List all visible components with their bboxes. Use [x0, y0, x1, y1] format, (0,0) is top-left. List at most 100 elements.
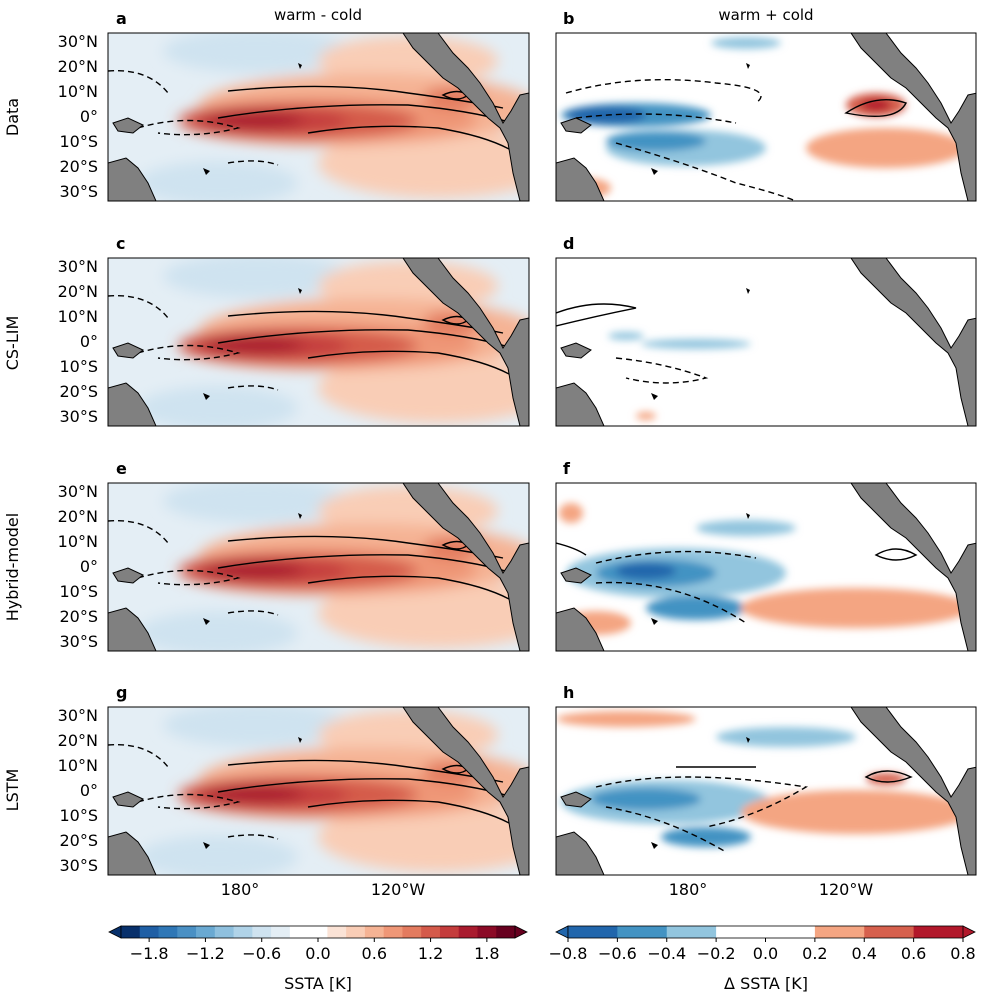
colorbar-left-tick-label: 0.0	[305, 944, 330, 963]
colorbar-right-label: Δ SSTA [K]	[724, 974, 808, 993]
lat-tick-label: 10°S	[59, 357, 98, 376]
row-label-lstm: LSTM	[3, 769, 22, 812]
colorbar-left-tick-label: −0.6	[242, 944, 281, 963]
lat-tick-label: 30°S	[59, 407, 98, 426]
lat-tick-label: 20°S	[59, 831, 98, 850]
colorbar-right-tick-label: −0.8	[549, 944, 588, 963]
row-label-hybrid-model: Hybrid-model	[3, 513, 22, 621]
lat-tick-label: 20°N	[58, 282, 98, 301]
panel-a	[107, 32, 530, 202]
lat-tick-label: 10°S	[59, 806, 98, 825]
colorbar-left-extend-high	[514, 925, 528, 939]
colorbar-left-swatch	[177, 926, 197, 938]
lat-tick-label: 0°	[80, 332, 98, 351]
panel-letter-c: c	[116, 234, 125, 253]
colorbar-left-tick-label: −1.2	[186, 944, 225, 963]
colorbar-left-swatch	[252, 926, 272, 938]
colorbar-left-swatch	[289, 926, 310, 938]
lat-tick-labels: 30°N 20°N 10°N 0° 10°S 20°S 30°S 30°N 20°N 10°N 0°…	[58, 32, 98, 875]
colorbar-right-tick-label: 0.4	[852, 944, 877, 963]
colorbar-left-swatch	[121, 926, 141, 938]
lat-tick-label: 10°N	[58, 307, 98, 326]
colorbar-left-swatch	[496, 926, 516, 938]
lat-tick-label: 30°N	[58, 32, 98, 51]
lon-tick-left-120w: 120°W	[371, 880, 426, 899]
lat-tick-label: 0°	[80, 557, 98, 576]
colorbar-right-tick-label: 0.8	[950, 944, 975, 963]
panel-letter-g: g	[116, 683, 127, 702]
panel-letter-f: f	[563, 459, 571, 478]
row-label-data: Data	[3, 98, 22, 136]
panel-d	[555, 257, 977, 427]
panel-h	[555, 706, 977, 876]
colorbar-right-tick-label: −0.6	[598, 944, 637, 963]
panel-g	[107, 706, 530, 876]
row-label-cs-lim: CS-LIM	[3, 316, 22, 371]
colorbar-left-swatch	[439, 926, 460, 938]
lat-tick-label: 30°S	[59, 182, 98, 201]
colorbar-left-swatch	[402, 926, 422, 938]
colorbar-right-tick-label: 0.0	[753, 944, 778, 963]
lon-tick-right-180: 180°	[669, 880, 708, 899]
lat-tick-label: 10°N	[58, 756, 98, 775]
colorbar-left-swatch	[458, 926, 478, 938]
colorbar-left-swatch	[421, 926, 441, 938]
colorbar-left-tick-label: −1.8	[130, 944, 169, 963]
lat-tick-label: 30°N	[58, 482, 98, 501]
lat-tick-label: 10°N	[58, 82, 98, 101]
lon-tick-left-180: 180°	[221, 880, 260, 899]
colorbar-left-swatch	[214, 926, 235, 938]
lat-tick-label: 30°N	[58, 706, 98, 725]
panel-letter-a: a	[116, 9, 127, 28]
column-title-left: warm - cold	[274, 6, 362, 24]
colorbar-left-swatch	[158, 926, 178, 938]
lon-tick-right-120w: 120°W	[819, 880, 874, 899]
colorbar-left-swatch	[327, 926, 347, 938]
colorbar-right-swatch	[716, 926, 766, 938]
panel-b	[555, 32, 977, 202]
colorbar-left-swatch	[364, 926, 385, 938]
colorbar-left-tick-label: 1.8	[474, 944, 499, 963]
colorbar-right-tick-label: 0.6	[901, 944, 926, 963]
colorbar-right-swatch	[617, 926, 668, 938]
colorbar-right-swatch	[666, 926, 717, 938]
lat-tick-label: 20°S	[59, 382, 98, 401]
colorbar-left-extend-low	[108, 925, 122, 939]
panel-letter-h: h	[563, 683, 574, 702]
colorbar-left-label: SSTA [K]	[284, 974, 352, 993]
colorbar-left-tick-label: 1.2	[418, 944, 443, 963]
lat-tick-label: 20°S	[59, 157, 98, 176]
lat-tick-label: 10°S	[59, 132, 98, 151]
lat-tick-label: 10°S	[59, 582, 98, 601]
colorbar-left-swatch	[383, 926, 403, 938]
colorbar-left-swatch	[477, 926, 497, 938]
lat-tick-label: 10°N	[58, 532, 98, 551]
colorbar-right-tick-label: 0.2	[802, 944, 827, 963]
colorbar-left: −1.8 −1.2 −0.6 0.0 0.6 1.2 1.8	[108, 925, 528, 963]
panel-letter-d: d	[563, 234, 574, 253]
colorbar-right-swatch	[568, 926, 618, 938]
colorbar-right-swatch	[814, 926, 865, 938]
colorbar-right-swatch	[913, 926, 964, 938]
panel-letter-b: b	[563, 9, 574, 28]
lat-tick-label: 20°S	[59, 607, 98, 626]
colorbar-left-swatch	[271, 926, 291, 938]
colorbar-left-swatch	[308, 926, 328, 938]
lat-tick-label: 30°S	[59, 632, 98, 651]
colorbar-right-tick-label: −0.4	[647, 944, 686, 963]
colorbar-left-tick-label: 0.6	[362, 944, 387, 963]
colorbar-right-extend-low	[555, 925, 569, 939]
colorbar-right-swatch	[765, 926, 816, 938]
colorbar-left-swatch	[196, 926, 216, 938]
colorbar-left-swatch	[233, 926, 253, 938]
lat-tick-label: 20°N	[58, 731, 98, 750]
panel-letter-e: e	[116, 459, 127, 478]
panel-e	[107, 482, 530, 652]
colorbar-left-swatch	[346, 926, 366, 938]
colorbar-right: −0.8 −0.6 −0.4 −0.2 0.0 0.2 0.4 0.6 0.8	[549, 925, 976, 963]
panel-c	[107, 257, 530, 427]
lat-tick-label: 30°S	[59, 856, 98, 875]
column-title-right: warm + cold	[718, 6, 813, 24]
colorbar-left-swatch	[139, 926, 160, 938]
